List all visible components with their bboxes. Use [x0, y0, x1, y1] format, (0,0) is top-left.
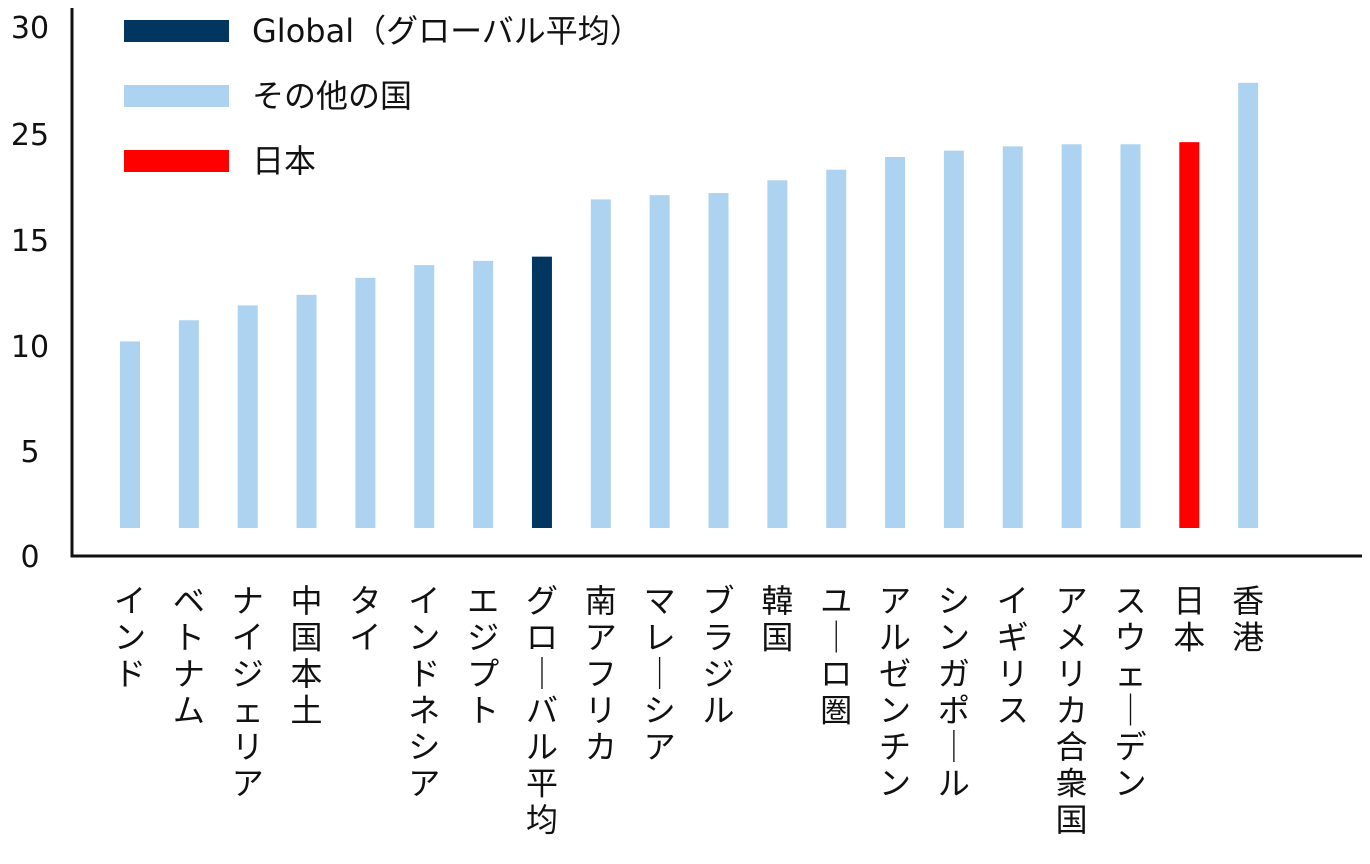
category-label: 南アフリカ [585, 582, 617, 766]
bar-12 [767, 180, 788, 528]
category-label: インド [114, 582, 146, 693]
y-tick-label: 0 [20, 540, 39, 575]
bar-5 [355, 277, 376, 528]
legend-swatch-3 [124, 150, 229, 172]
category-label: シンガポ｜ル [938, 582, 970, 803]
bar-17 [1061, 144, 1082, 528]
legend-label-3: 日本 [252, 142, 316, 180]
bar-2 [178, 320, 199, 528]
y-tick-label: 25 [11, 118, 49, 153]
category-label: グロ｜バル平均 [526, 582, 558, 839]
bar-7 [473, 260, 494, 528]
bar-14 [885, 157, 906, 528]
y-tick-label: 10 [11, 330, 49, 365]
bar-11 [708, 193, 729, 529]
bar-1 [120, 341, 140, 528]
bar-18 [1120, 144, 1141, 528]
category-labels: インドベトナムナイジェリア中国本土タイインドネシアエジプトグロ｜バル平均南アフリ… [114, 582, 1264, 839]
category-label: ブラジル [702, 582, 734, 730]
legend-swatch-1 [124, 20, 229, 42]
legend-label-2: その他の国 [252, 77, 412, 115]
category-label: エジプト [467, 582, 499, 730]
y-axis-ticks: 0 5 10 15 25 30 [11, 11, 49, 575]
category-label: インドネシア [408, 582, 440, 803]
bar-3 [237, 305, 258, 528]
bars [120, 82, 1259, 529]
category-label: ナイジェリア [232, 582, 264, 803]
bar-16 [1002, 146, 1023, 528]
y-tick-label: 5 [20, 435, 39, 470]
y-tick-label: 15 [11, 224, 49, 259]
category-label: 中国本土 [291, 582, 323, 730]
category-label: ユ｜ロ圏 [820, 582, 852, 730]
category-label: 香港 [1232, 582, 1264, 657]
y-tick-label: 30 [11, 11, 49, 46]
category-label: 日本 [1173, 582, 1205, 657]
bar-13 [826, 169, 847, 528]
category-label: アメリカ合衆国 [1056, 582, 1088, 839]
category-label: マレ｜シア [644, 582, 676, 766]
category-label: アルゼンチン [879, 582, 911, 803]
bar-6 [414, 265, 435, 528]
bar-20 [1238, 82, 1259, 529]
bar-10 [649, 195, 670, 528]
category-label: タイ [349, 582, 381, 657]
category-label: ベトナム [173, 582, 205, 730]
bar-8 [531, 256, 552, 528]
legend-swatch-2 [124, 85, 229, 107]
bar-9 [590, 199, 611, 528]
category-label: イギリス [997, 582, 1029, 730]
category-label: スウェ｜デン [1114, 582, 1146, 803]
bar-19 [1179, 142, 1200, 528]
bar-15 [943, 150, 964, 528]
bar-4 [296, 294, 317, 528]
legend-label-1: Global（グローバル平均） [252, 12, 642, 50]
category-label: 韓国 [761, 582, 793, 657]
axes [70, 8, 1362, 558]
